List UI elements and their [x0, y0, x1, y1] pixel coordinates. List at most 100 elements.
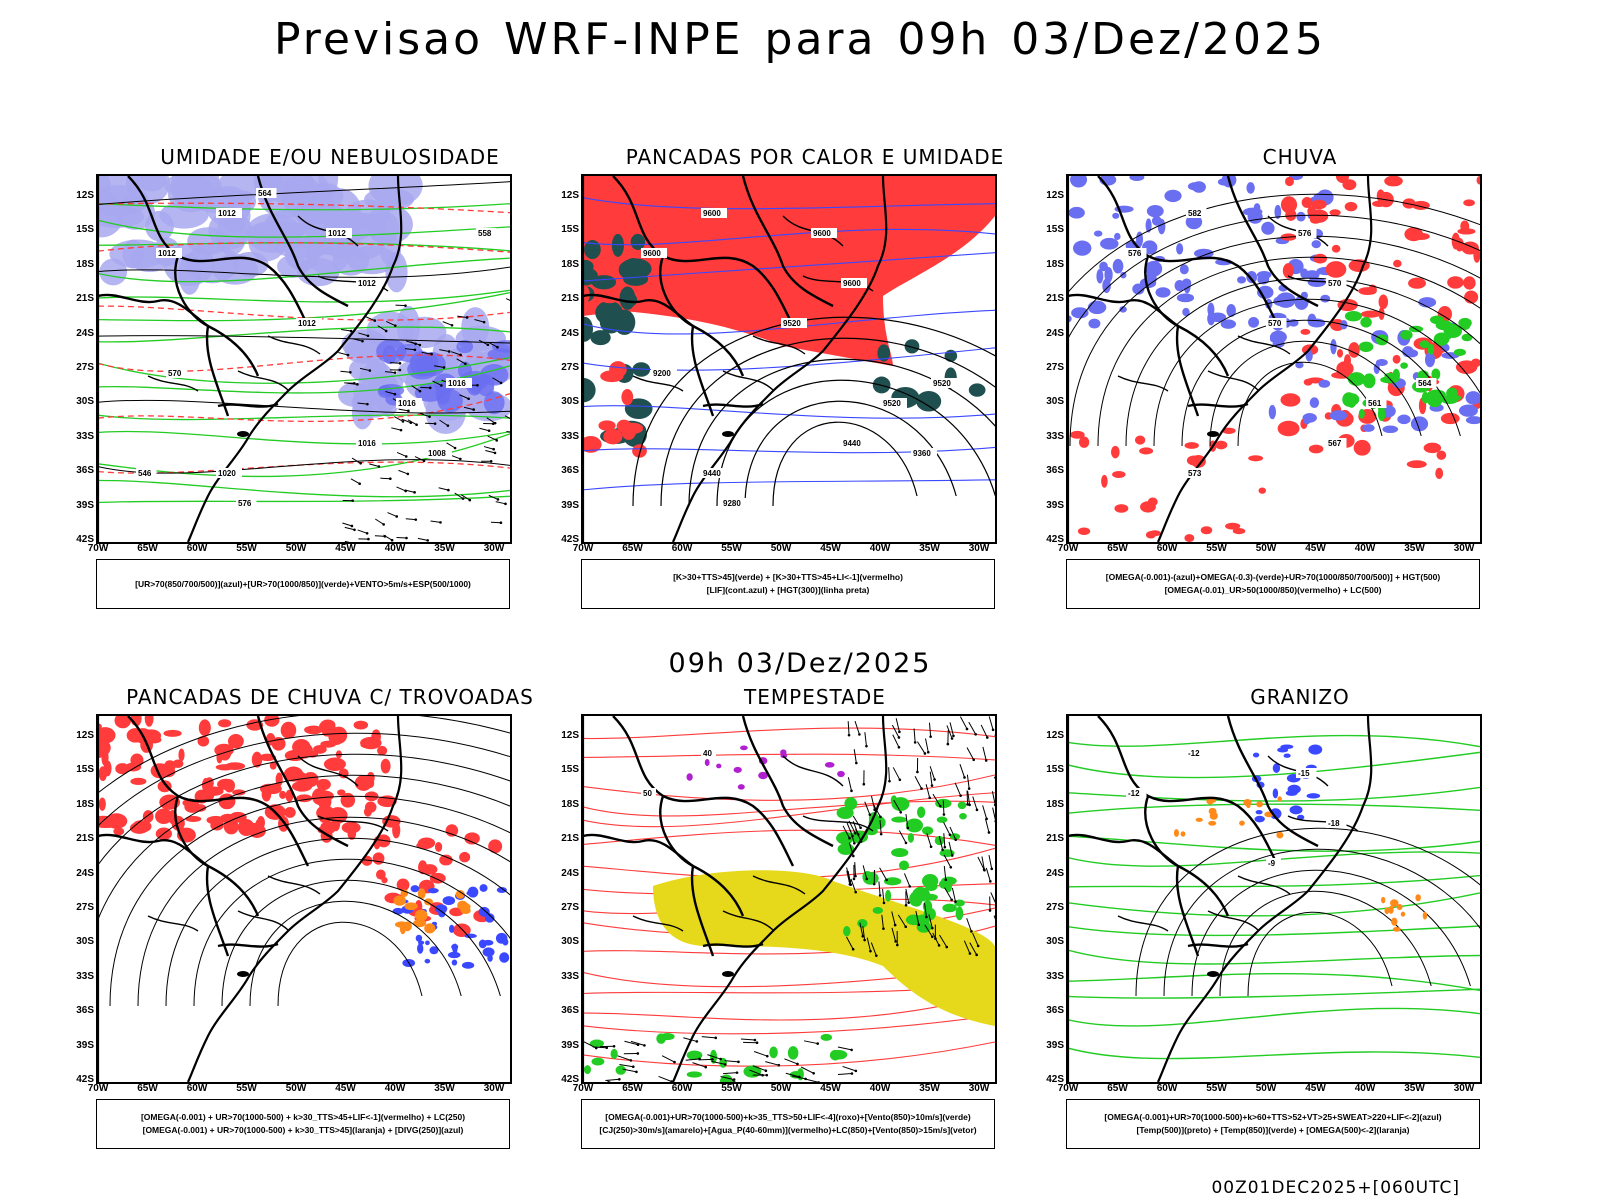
latitude-tick-label: 27S — [76, 362, 94, 373]
latitude-tick-label: 30S — [76, 396, 94, 408]
longitude-tick-label: 60W — [1156, 1083, 1178, 1094]
latitude-tick-label: 27S — [1046, 362, 1064, 373]
latitude-tick-label: 21S — [76, 293, 94, 305]
longitude-tick-label: 30W — [968, 543, 990, 554]
longitude-tick-label: 60W — [671, 1083, 693, 1094]
longitude-tick-label: 60W — [1156, 543, 1178, 554]
latitude-tick-label: 15S — [561, 224, 579, 236]
contour-label: 570 — [1268, 319, 1282, 328]
latitude-tick-label: 24S — [561, 327, 579, 339]
longitude-tick-label: 45W — [335, 543, 356, 554]
contour-label: 576 — [1128, 249, 1142, 258]
latitude-tick-label: 12S — [76, 730, 94, 741]
legend-line: [LIF](cont.azul) + [HGT(300)](linha pret… — [706, 585, 870, 595]
latitude-tick-label: 39S — [1046, 499, 1064, 511]
latitude-tick-label: 33S — [1046, 970, 1064, 982]
legend-box: [OMEGA(-0.001)+UR>70(1000-500)+k>60+TTS>… — [1066, 1099, 1480, 1149]
latitude-tick-label: 24S — [76, 867, 94, 879]
longitude-tick-label: 70W — [572, 1083, 594, 1094]
contour-label: 9440 — [843, 439, 861, 448]
contour-label: 567 — [1328, 439, 1342, 448]
longitude-tick-label: 55W — [721, 543, 742, 554]
map-frame: 1012 1012 1012 1012 1012 1016 1016 1016 1020 1008… — [96, 174, 512, 544]
contour-label: 1008 — [428, 449, 446, 458]
longitude-tick-label: 70W — [87, 1083, 109, 1094]
latitude-tick-label: 36S — [561, 465, 579, 477]
map-frame: -12 -12 -15 -18 -9 — [1066, 714, 1482, 1084]
contour-label: 546 — [138, 469, 152, 478]
contour-label: -18 — [1328, 819, 1340, 828]
contour-label: 1012 — [328, 229, 346, 238]
latitude-tick-label: 15S — [561, 764, 579, 776]
latitude-tick-label: 42S — [76, 534, 94, 545]
latitude-tick-label: 39S — [1046, 1039, 1064, 1051]
longitude-tick-label: 40W — [869, 543, 891, 554]
latitude-tick-label: 42S — [76, 1074, 94, 1085]
contour-label: -9 — [1268, 859, 1276, 868]
latitude-tick-label: 12S — [1046, 730, 1064, 741]
longitude-tick-label: 55W — [1206, 1083, 1227, 1094]
longitude-tick-label: 55W — [721, 1083, 742, 1094]
longitude-tick-label: 55W — [236, 543, 257, 554]
legend-box: [UR>70(850/700/500)](azul)+[UR>70(1000/8… — [96, 559, 510, 609]
latitude-tick-label: 27S — [561, 902, 579, 913]
latitude-tick-label: 36S — [561, 1005, 579, 1017]
panel-title: UMIDADE E/OU NEBULOSIDADE — [160, 145, 500, 169]
latitude-tick-label: 15S — [1046, 224, 1064, 236]
contour-label: 9440 — [703, 469, 721, 478]
contour-label: 9600 — [813, 229, 831, 238]
legend-line: [OMEGA(-0.001)+UR>70(1000-500)+k>60+TTS>… — [1104, 1112, 1442, 1122]
latitude-tick-label: 21S — [1046, 293, 1064, 305]
longitude-tick-label: 50W — [1255, 1083, 1277, 1094]
legend-box: [K>30+TTS>45](verde) + [K>30+TTS>45+LI<-… — [581, 559, 995, 609]
longitude-tick-label: 40W — [384, 543, 406, 554]
run-time-footer: 00Z01DEC2025+[060UTC] — [1211, 1178, 1460, 1198]
longitude-tick-label: 35W — [919, 1083, 940, 1094]
contour-label: 1020 — [218, 469, 236, 478]
contour-label: 9520 — [933, 379, 951, 388]
latitude-tick-label: 12S — [1046, 190, 1064, 201]
longitude-tick-label: 50W — [770, 543, 792, 554]
longitude-tick-label: 65W — [1107, 543, 1128, 554]
contour-label: 570 — [168, 369, 182, 378]
panel-granizo: GRANIZO -12 -12 -15 -18 -9 12S 15S 18S 21S 24S 27S 3… — [1046, 685, 1540, 1185]
latitude-tick-label: 15S — [1046, 764, 1064, 776]
longitude-tick-label: 35W — [919, 543, 940, 554]
longitude-tick-label: 45W — [820, 543, 841, 554]
contour-label: 561 — [1368, 399, 1382, 408]
latitude-tick-label: 18S — [1046, 798, 1064, 810]
latitude-tick-label: 12S — [561, 730, 579, 741]
latitude-tick-label: 36S — [76, 465, 94, 477]
weather-map: -12 -12 -15 -18 -9 — [1068, 716, 1480, 1082]
contour-label: -12 — [1188, 749, 1200, 758]
legend-box: [OMEGA(-0.001)+UR>70(1000-500)+k>35_TTS>… — [581, 1099, 995, 1149]
longitude-tick-label: 65W — [622, 543, 643, 554]
contour-label: 9200 — [653, 369, 671, 378]
legend-box: [OMEGA(-0.001)-(azul)+OMEGA(-0.3)-(verde… — [1066, 559, 1480, 609]
legend-line: [OMEGA(-0.001)-(azul)+OMEGA(-0.3)-(verde… — [1105, 572, 1441, 582]
latitude-tick-label: 36S — [1046, 465, 1064, 477]
contour-label: 9600 — [643, 249, 661, 258]
latitude-tick-label: 33S — [76, 430, 94, 442]
legend-line: [OMEGA(-0.001) + UR>70(1000-500) + k>30_… — [142, 1125, 464, 1135]
longitude-tick-label: 50W — [285, 1083, 307, 1094]
weather-map: 1012 1012 1012 1012 1012 1016 1016 1016 1020 1008… — [98, 176, 510, 542]
longitude-tick-label: 45W — [1305, 543, 1326, 554]
latitude-tick-label: 39S — [561, 1039, 579, 1051]
longitude-tick-label: 35W — [1404, 1083, 1425, 1094]
contour-label: 1012 — [218, 209, 236, 218]
panel-umidade: UMIDADE E/OU NEBULOSIDADE 1012 1012 1012 101… — [76, 145, 570, 645]
longitude-tick-label: 50W — [770, 1083, 792, 1094]
longitude-tick-label: 40W — [1354, 1083, 1376, 1094]
latitude-tick-label: 30S — [561, 936, 579, 948]
latitude-tick-label: 33S — [561, 430, 579, 442]
latitude-tick-label: 21S — [561, 833, 579, 845]
longitude-tick-label: 70W — [572, 543, 594, 554]
latitude-tick-label: 18S — [76, 798, 94, 810]
contour-label: 1016 — [448, 379, 466, 388]
weather-map: 40 50 — [583, 716, 995, 1082]
contour-label: 9280 — [723, 499, 741, 508]
latitude-tick-label: 27S — [1046, 902, 1064, 913]
panel-title: GRANIZO — [1250, 685, 1350, 709]
longitude-tick-label: 30W — [968, 1083, 990, 1094]
